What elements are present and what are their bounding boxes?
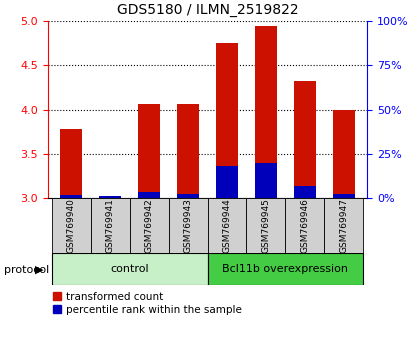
Bar bbox=[255, 163, 277, 198]
Text: GSM769946: GSM769946 bbox=[300, 198, 310, 253]
Bar bbox=[294, 80, 316, 198]
Bar bbox=[138, 103, 160, 198]
Bar bbox=[325, 198, 364, 253]
Bar bbox=[255, 25, 277, 198]
Text: ▶: ▶ bbox=[35, 265, 44, 275]
Bar bbox=[294, 186, 316, 198]
Text: GSM769945: GSM769945 bbox=[261, 198, 271, 253]
Bar bbox=[286, 198, 325, 253]
Bar bbox=[216, 166, 238, 198]
Legend: transformed count, percentile rank within the sample: transformed count, percentile rank withi… bbox=[53, 292, 242, 315]
Bar bbox=[99, 196, 121, 198]
Bar bbox=[90, 198, 129, 253]
Text: GSM769947: GSM769947 bbox=[339, 198, 349, 253]
Bar bbox=[99, 196, 121, 198]
Bar bbox=[138, 192, 160, 198]
Bar bbox=[168, 198, 208, 253]
Text: GSM769940: GSM769940 bbox=[66, 198, 76, 253]
Bar bbox=[247, 198, 286, 253]
Text: control: control bbox=[110, 264, 149, 274]
Bar bbox=[177, 194, 199, 198]
Bar bbox=[333, 194, 354, 198]
Text: GSM769941: GSM769941 bbox=[105, 198, 115, 253]
Text: GSM769944: GSM769944 bbox=[222, 198, 232, 253]
Bar bbox=[333, 110, 354, 198]
Bar bbox=[177, 103, 199, 198]
Bar bbox=[208, 253, 364, 285]
Text: protocol: protocol bbox=[4, 265, 49, 275]
Bar bbox=[208, 198, 247, 253]
Bar bbox=[61, 129, 82, 198]
Bar bbox=[129, 198, 168, 253]
Text: GSM769943: GSM769943 bbox=[183, 198, 193, 253]
Bar bbox=[51, 253, 208, 285]
Title: GDS5180 / ILMN_2519822: GDS5180 / ILMN_2519822 bbox=[117, 4, 298, 17]
Text: Bcl11b overexpression: Bcl11b overexpression bbox=[222, 264, 349, 274]
Text: GSM769942: GSM769942 bbox=[144, 198, 154, 253]
Bar bbox=[216, 44, 238, 198]
Bar bbox=[61, 195, 82, 198]
Bar bbox=[51, 198, 90, 253]
